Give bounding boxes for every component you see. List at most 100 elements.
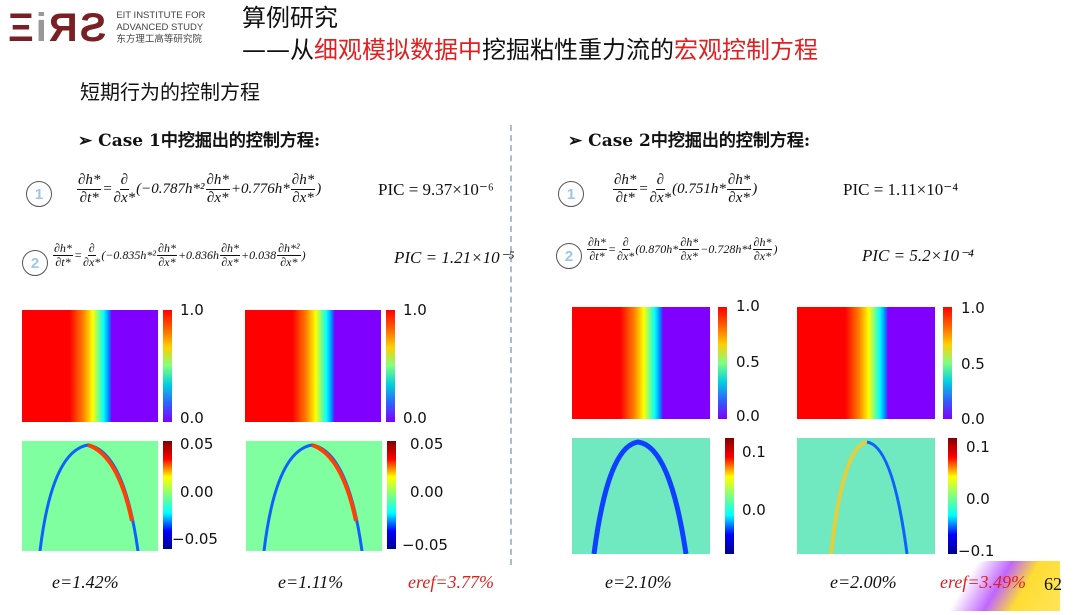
fraction-numerator: ∂h* (205, 172, 230, 190)
number-2-icon: 2 (22, 250, 48, 276)
fraction-numerator: ∂h* (53, 241, 73, 257)
colorbar-tick: 0.5 (961, 355, 985, 373)
case1-eq2-pic: PIC = 1.21×10⁻⁵ (394, 248, 515, 267)
fraction-numerator: ∂ (119, 172, 130, 190)
case2-eq1-pic: PIC = 1.11×10⁻⁴ (843, 180, 959, 199)
error-label: e=1.11% (278, 572, 344, 592)
case1-eq1-pic: PIC = 9.37×10⁻⁶ (378, 180, 494, 199)
equation-term: −0.728h*⁴ (700, 242, 752, 257)
colorbar (163, 441, 172, 549)
colorbar-tick: 0.0 (180, 409, 204, 427)
case2-plot-err-2 (797, 438, 935, 554)
number-1-icon: 1 (26, 181, 52, 207)
equation-fraction: ∂h* ∂x* (205, 172, 230, 206)
fraction-denominator: ∂x* (680, 249, 698, 264)
colorbar-tick: 1.0 (403, 301, 427, 319)
equation-term: = (638, 180, 649, 197)
equation-term: ) (301, 248, 306, 263)
equation-fraction: ∂h* ∂x* (220, 241, 240, 270)
title-line1: 算例研究 (242, 4, 338, 32)
equation-term: +0.038 (241, 248, 277, 263)
colorbar-tick: 0.0 (966, 490, 990, 508)
colorbar (387, 441, 396, 549)
fraction-numerator: ∂h* (220, 241, 240, 257)
title-highlight: 宏观控制方程 (674, 36, 818, 64)
colorbar-tick: 0.0 (403, 409, 427, 427)
equation-term: = (73, 248, 83, 263)
case1-eq2: ∂h* ∂t* = ∂ ∂x* (−0.835h*² ∂h* ∂x* +0.836h ∂h* ∂x*… (52, 241, 306, 270)
fraction-denominator: ∂t* (615, 189, 635, 206)
equation-fraction: ∂h* ∂x* (157, 241, 177, 269)
colorbar (163, 310, 172, 422)
fraction-numerator: ∂h* (679, 235, 700, 251)
reference-error-label: eref=3.77% (408, 572, 494, 592)
case2-plot-h-2 (797, 307, 935, 419)
equation-fraction: ∂h* ∂t* (77, 172, 102, 206)
case1-plot-h-1 (22, 310, 158, 422)
equation-term: (0.870h* (635, 242, 679, 257)
logo-mark: ΞiЯƧ (8, 6, 109, 50)
fraction-numerator: ∂h* (157, 241, 177, 257)
fraction-denominator: ∂t* (589, 249, 605, 264)
case2-plot-h-1 (572, 307, 710, 419)
fraction-numerator: ∂h* (752, 235, 773, 251)
colorbar-tick: 1.0 (180, 301, 204, 319)
fraction-denominator: ∂x* (280, 255, 298, 270)
section-subtitle: 短期行为的控制方程 (80, 80, 260, 104)
equation-fraction: ∂h* ∂t* (613, 172, 638, 206)
fraction-denominator: ∂x* (113, 189, 136, 206)
number-1-icon: 1 (558, 181, 584, 207)
divider (510, 125, 512, 565)
fraction-numerator: ∂ (621, 235, 630, 251)
equation-fraction: ∂ ∂x* (83, 241, 100, 269)
equation-fraction: ∂h* ∂x* (726, 172, 752, 206)
equation-term: = (102, 180, 113, 197)
fraction-denominator: ∂t* (79, 189, 99, 206)
page-number: 62 (1044, 574, 1062, 594)
colorbar-tick: 0.0 (736, 407, 760, 425)
equation-term: +0.836h (177, 248, 220, 263)
fraction-denominator: ∂x* (649, 189, 672, 206)
decorative-corner (950, 561, 1060, 611)
colorbar-tick: 0.05 (180, 435, 214, 453)
case1-plot-err-1 (22, 441, 158, 551)
case1-plot-h-2 (245, 310, 381, 422)
fraction-numerator: ∂h* (290, 172, 316, 190)
case2-plot-err-1 (572, 438, 710, 554)
fraction-numerator: ∂ (655, 172, 666, 190)
colorbar-tick: 1.0 (736, 297, 760, 315)
title-highlight: 细观模拟数据中 (314, 36, 482, 64)
colorbar-tick: −0.1 (958, 542, 995, 560)
equation-fraction: ∂h* ∂t* (587, 235, 607, 264)
fraction-denominator: ∂x* (221, 255, 239, 270)
equation-fraction: ∂ ∂x* (617, 235, 634, 263)
logo-line: ADVANCED STUDY (116, 22, 204, 33)
colorbar-tick: 0.00 (410, 483, 444, 501)
colorbar-tick: 0.0 (961, 410, 985, 428)
colorbar-tick: −0.05 (402, 536, 448, 554)
logo-line: 东方理工高等研究院 (116, 34, 202, 45)
colorbar (948, 438, 957, 554)
case2-heading: ➢ Case 2中挖掘出的控制方程: (568, 131, 811, 151)
case2-eq2: ∂h* ∂t* = ∂ ∂x* (0.870h* ∂h* ∂x* −0.728h*⁴ ∂h* ∂x*… (586, 235, 778, 264)
equation-term: ) (752, 180, 758, 197)
colorbar (943, 307, 952, 419)
equation-term: (−0.787h*² (136, 180, 205, 197)
colorbar-tick: 0.1 (742, 443, 766, 461)
equation-fraction: ∂h* ∂x* (290, 172, 316, 206)
fraction-numerator: ∂h* (587, 235, 607, 251)
colorbar-tick: 1.0 (961, 299, 985, 317)
fraction-denominator: ∂x* (728, 189, 750, 206)
case2-eq1: ∂h* ∂t* = ∂ ∂x* (0.751h* ∂h* ∂x*) (612, 172, 757, 206)
error-label: e=2.10% (605, 572, 672, 592)
equation-term: (−0.835h*² (101, 248, 157, 263)
fraction-numerator: ∂h* (77, 172, 102, 190)
equation-fraction: ∂h* ∂x* (679, 235, 700, 264)
eias-logo: ΞiЯƧ EIT INSTITUTE FOR ADVANCED STUDY 东方理工… (8, 8, 205, 48)
equation-term: ) (773, 242, 778, 257)
slide-title: 算例研究 ——从细观模拟数据中挖掘粘性重力流的宏观控制方程 (242, 2, 818, 66)
fraction-denominator: ∂x* (206, 189, 229, 206)
fraction-numerator: ∂h*² (277, 241, 301, 257)
fraction-denominator: ∂t* (55, 255, 71, 270)
error-label: e=2.00% (830, 572, 897, 592)
